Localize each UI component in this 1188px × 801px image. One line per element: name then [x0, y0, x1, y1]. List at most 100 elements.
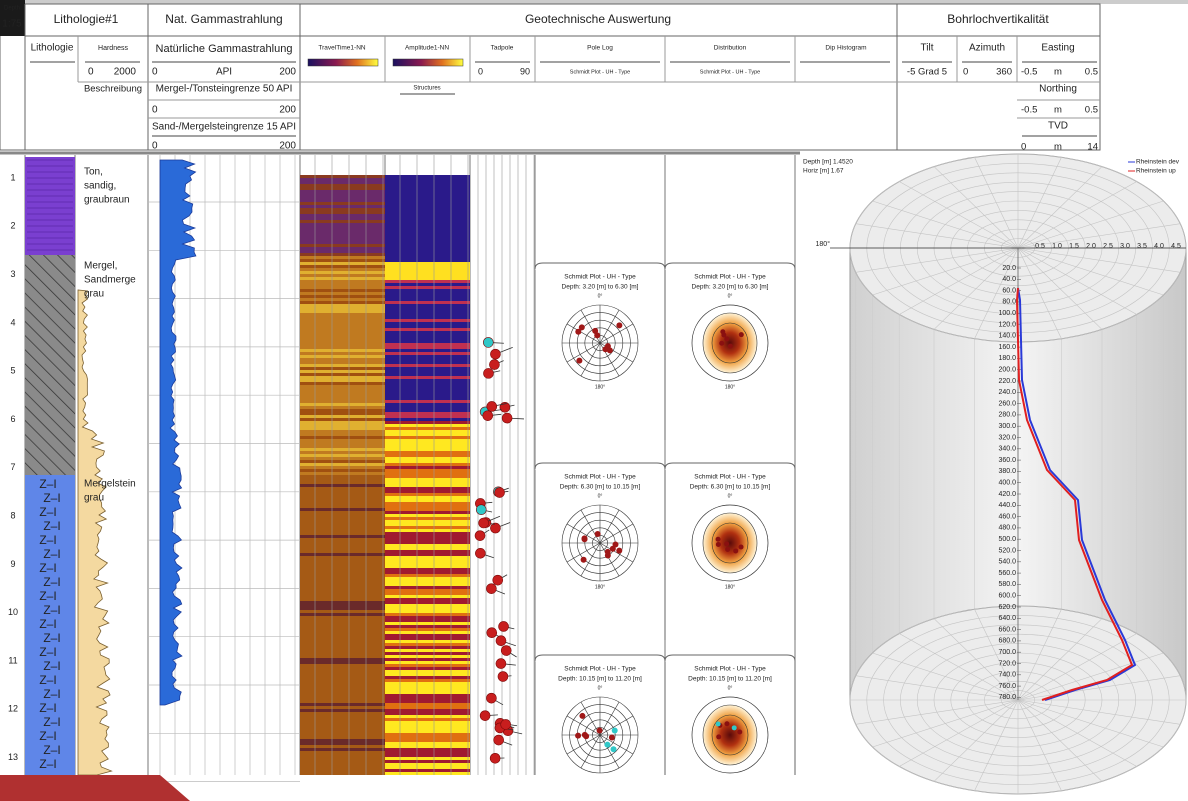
- image-row: [385, 751, 470, 754]
- image-row: [385, 736, 470, 739]
- pole: [612, 541, 619, 548]
- image-row: [385, 769, 470, 772]
- image-row: [300, 424, 385, 427]
- image-row: [385, 697, 470, 700]
- pole: [576, 357, 583, 364]
- image-row: [385, 604, 470, 607]
- label: Z–I: [43, 603, 60, 617]
- image-row: [300, 244, 385, 247]
- image-row: [385, 448, 470, 451]
- rule: [933, 166, 1019, 249]
- label: 2.0: [1086, 243, 1096, 250]
- image-row: [385, 208, 470, 211]
- image-row: [300, 490, 385, 493]
- image-row: [385, 382, 470, 385]
- label: Horiz [m] 1.67: [803, 168, 844, 175]
- image-row: [385, 715, 470, 718]
- image-row: [385, 391, 470, 394]
- image-row: [300, 214, 385, 217]
- label: 220.0: [998, 378, 1016, 385]
- image-row: [300, 283, 385, 286]
- image-row: [385, 337, 470, 340]
- image-row: [385, 643, 470, 646]
- image-row: [300, 241, 385, 244]
- label: Z–I: [43, 743, 60, 757]
- image-row: [385, 265, 470, 268]
- rule: [566, 523, 601, 544]
- image-row: [300, 727, 385, 730]
- label: Schmidt Plot - UH - Type: [564, 474, 636, 481]
- label: 360.0: [998, 457, 1016, 464]
- image-row: [300, 223, 385, 226]
- image-row: [385, 292, 470, 295]
- label: Rheinstein up: [1136, 168, 1176, 175]
- image-row: [300, 565, 385, 568]
- image-row: [385, 556, 470, 559]
- image-row: [300, 745, 385, 748]
- rule: [1017, 247, 1181, 273]
- image-row: [300, 667, 385, 670]
- label: Depth: 3.20 [m] to 6.30 [m]: [692, 284, 769, 291]
- image-row: [300, 382, 385, 385]
- image-row: [300, 409, 385, 412]
- label: 540.0: [998, 559, 1016, 566]
- pole: [727, 343, 733, 349]
- image-row: [385, 478, 470, 481]
- label: 200: [279, 105, 296, 116]
- image-row: [300, 574, 385, 577]
- image-row: [300, 592, 385, 595]
- pole: [616, 322, 623, 329]
- image-row: [300, 520, 385, 523]
- image-row: [385, 409, 470, 412]
- image-row: [300, 496, 385, 499]
- image-row: [300, 268, 385, 271]
- label: 180°: [816, 240, 831, 248]
- label: 0: [152, 105, 158, 116]
- label: 200.0: [998, 367, 1016, 374]
- label: 0.5: [1035, 243, 1045, 250]
- image-row: [385, 301, 470, 304]
- tadpole: [486, 627, 498, 639]
- label: 480.0: [998, 525, 1016, 532]
- label: Z–I: [43, 575, 60, 589]
- label: 420.0: [998, 491, 1016, 498]
- image-row: [300, 460, 385, 463]
- image-row: [385, 289, 470, 292]
- image-row: [385, 586, 470, 589]
- image-row: [300, 556, 385, 559]
- image-row: [300, 688, 385, 691]
- image-row: [385, 379, 470, 382]
- depth-box: [0, 0, 25, 36]
- label: 720.0: [998, 660, 1016, 667]
- image-row: [300, 205, 385, 208]
- image-row: [385, 661, 470, 664]
- rule: [1017, 200, 1164, 249]
- label: grau: [84, 289, 104, 300]
- image-row: [385, 343, 470, 346]
- label: TVD: [1048, 121, 1068, 132]
- label: 520.0: [998, 547, 1016, 554]
- image-row: [300, 505, 385, 508]
- image-row: [385, 547, 470, 550]
- label: Depth: 3.20 [m] to 6.30 [m]: [562, 284, 639, 291]
- image-row: [300, 301, 385, 304]
- image-row: [385, 706, 470, 709]
- image-row: [300, 262, 385, 265]
- image-row: [385, 241, 470, 244]
- image-row: [300, 586, 385, 589]
- image-row: [385, 460, 470, 463]
- image-row: [385, 622, 470, 625]
- label: 180°: [725, 584, 735, 590]
- rule: [1017, 699, 1181, 725]
- image-row: [385, 430, 470, 433]
- label: 6: [10, 414, 15, 424]
- image-row: [300, 265, 385, 268]
- image-row: [385, 580, 470, 583]
- image-row: [300, 739, 385, 742]
- image-row: [300, 484, 385, 487]
- label: Depth: [4, 6, 20, 12]
- rule: [899, 633, 1019, 701]
- tadpole: [482, 410, 494, 421]
- label: 13: [8, 752, 18, 762]
